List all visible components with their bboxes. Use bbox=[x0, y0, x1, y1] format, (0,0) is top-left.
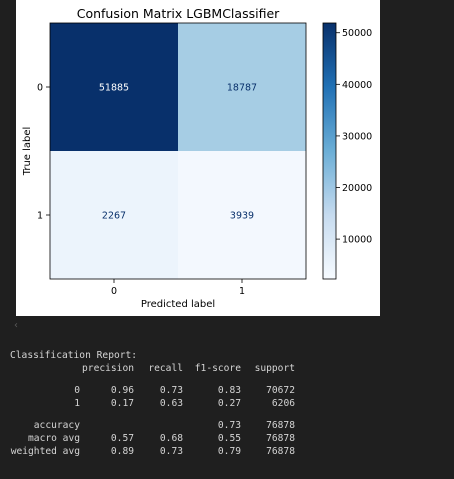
cell: 76878 bbox=[266, 433, 295, 444]
cell: 0.83 bbox=[217, 385, 241, 396]
report-row: accuracy 0.73 76878 bbox=[10, 419, 295, 432]
header-cell: f1-score bbox=[194, 363, 241, 374]
cell: 0.57 bbox=[110, 433, 134, 444]
report-row: 1 0.17 0.63 0.27 6206 bbox=[10, 397, 295, 410]
row-label: 1 bbox=[74, 398, 80, 409]
matrix-cell bbox=[50, 151, 178, 279]
colorbar-tick-label: 40000 bbox=[342, 80, 372, 91]
y-tick-label: 1 bbox=[37, 211, 43, 222]
report-title: Classification Report: bbox=[10, 350, 138, 361]
report-row: weighted avg 0.89 0.73 0.79 76878 bbox=[10, 445, 295, 458]
cell: 76878 bbox=[266, 420, 295, 431]
matrix-cell bbox=[178, 151, 306, 279]
header-cell: precision bbox=[82, 363, 134, 374]
header-cell: support bbox=[254, 363, 295, 374]
y-axis-label: True label bbox=[22, 127, 33, 177]
row-label: weighted avg bbox=[10, 446, 80, 457]
cell-value-label: 3939 bbox=[230, 211, 254, 222]
colorbar-tick-label: 10000 bbox=[342, 235, 372, 246]
row-label: macro avg bbox=[28, 433, 80, 444]
cell: 0.73 bbox=[217, 420, 241, 431]
header-cell: recall bbox=[148, 363, 183, 374]
cell: 0.79 bbox=[217, 446, 241, 457]
matrix-cell bbox=[178, 23, 306, 151]
cell: 0.17 bbox=[110, 398, 134, 409]
cell-value-label: 18787 bbox=[227, 83, 257, 94]
colorbar-tick-label: 50000 bbox=[342, 28, 372, 39]
y-tick-label: 0 bbox=[37, 83, 43, 94]
cell: 0.73 bbox=[159, 446, 183, 457]
confusion-matrix-figure: Confusion Matrix LGBMClassifier 51885 187… bbox=[16, 0, 380, 316]
confusion-matrix-svg: Confusion Matrix LGBMClassifier 51885 187… bbox=[22, 6, 372, 310]
cell: 0.96 bbox=[110, 385, 134, 396]
cell: 0.55 bbox=[217, 433, 241, 444]
cell: 0.27 bbox=[217, 398, 241, 409]
cell: 0.68 bbox=[159, 433, 183, 444]
report-table: precision recall f1-score support 0 0.96… bbox=[10, 362, 295, 458]
cell-value-label: 51885 bbox=[99, 83, 129, 94]
chart-title: Confusion Matrix LGBMClassifier bbox=[77, 6, 280, 21]
header-cell bbox=[10, 362, 80, 375]
cell: 6206 bbox=[271, 398, 295, 409]
row-label: 0 bbox=[74, 385, 80, 396]
cell bbox=[134, 419, 183, 432]
report-header-row: precision recall f1-score support bbox=[10, 362, 295, 375]
x-tick-label: 0 bbox=[111, 286, 117, 297]
colorbar bbox=[322, 22, 337, 280]
cell-value-label: 2267 bbox=[102, 211, 126, 222]
cell: 0.73 bbox=[159, 385, 183, 396]
row-label: accuracy bbox=[33, 420, 80, 431]
cell bbox=[80, 419, 134, 432]
colorbar-tick-label: 30000 bbox=[342, 131, 372, 142]
x-axis-label: Predicted label bbox=[141, 299, 215, 310]
matrix-frame bbox=[49, 22, 307, 280]
cell: 0.89 bbox=[110, 446, 134, 457]
colorbar-tick-label: 20000 bbox=[342, 183, 372, 194]
cell: 76878 bbox=[266, 446, 295, 457]
cell: 0.63 bbox=[159, 398, 183, 409]
classification-report: Classification Report: precision recall … bbox=[10, 349, 295, 458]
report-row: 0 0.96 0.73 0.83 70672 bbox=[10, 384, 295, 397]
report-row: macro avg 0.57 0.68 0.55 76878 bbox=[10, 432, 295, 445]
x-tick-label: 1 bbox=[239, 286, 245, 297]
cell: 70672 bbox=[266, 385, 295, 396]
matrix-cell bbox=[50, 23, 178, 151]
scroll-left-arrow[interactable]: ‹ bbox=[14, 320, 18, 331]
